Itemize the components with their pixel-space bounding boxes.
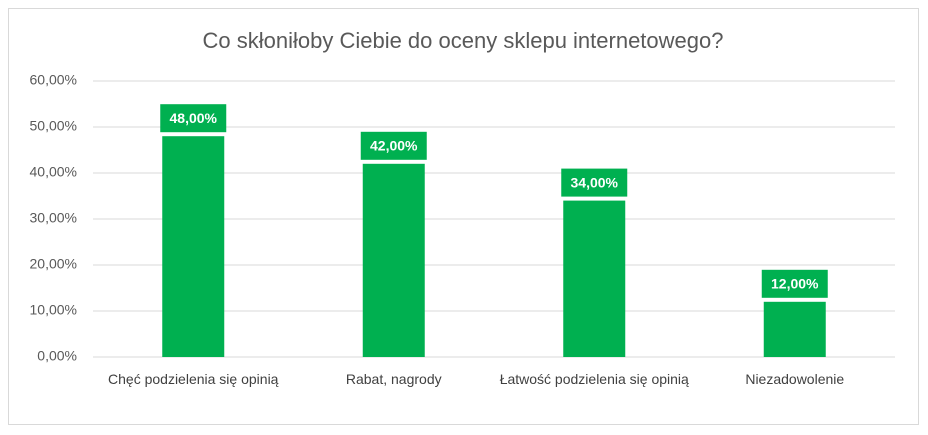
chart-frame bbox=[8, 8, 919, 425]
data-label: 34,00% bbox=[571, 174, 619, 190]
y-tick-label: 60,00% bbox=[30, 72, 77, 88]
y-tick-label: 30,00% bbox=[30, 210, 77, 226]
y-tick-label: 10,00% bbox=[30, 302, 77, 318]
data-label-box bbox=[160, 104, 227, 133]
x-tick-label: Niezadowolenie bbox=[745, 371, 845, 387]
data-label: 48,00% bbox=[170, 110, 218, 126]
y-tick-label: 50,00% bbox=[30, 118, 77, 134]
data-label-box bbox=[561, 168, 628, 197]
data-label: 42,00% bbox=[370, 138, 418, 154]
y-tick-label: 40,00% bbox=[30, 164, 77, 180]
bar bbox=[162, 136, 225, 357]
x-tick-label: Rabat, nagrody bbox=[345, 371, 442, 387]
chart-title: Co skłoniłoby Ciebie do oceny sklepu int… bbox=[203, 28, 724, 53]
x-tick-label: Chęć podzielenia się opinią bbox=[108, 371, 279, 387]
x-tick-label: Łatwość podzielenia się opinią bbox=[499, 371, 689, 387]
bar bbox=[362, 163, 425, 357]
y-tick-label: 20,00% bbox=[30, 256, 77, 272]
bar bbox=[563, 200, 626, 357]
bar bbox=[763, 301, 826, 357]
data-label-box bbox=[360, 131, 427, 160]
y-tick-label: 0,00% bbox=[37, 348, 77, 364]
data-label: 12,00% bbox=[771, 276, 819, 292]
data-label-box bbox=[761, 269, 828, 298]
